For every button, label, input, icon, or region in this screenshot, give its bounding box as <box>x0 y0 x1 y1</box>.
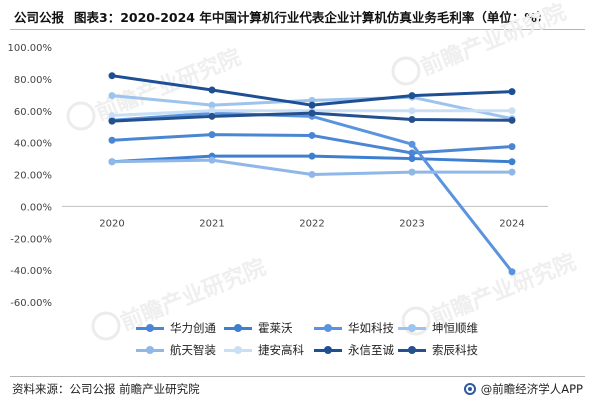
legend-item: 霍莱沃 <box>224 320 293 336</box>
legend-item: 华力创通 <box>136 320 216 336</box>
data-point <box>508 116 516 124</box>
data-point <box>208 156 216 164</box>
legend-label: 霍莱沃 <box>258 321 293 335</box>
watermark-logo-icon <box>391 56 421 86</box>
brand-logo-icon <box>463 383 476 395</box>
data-point <box>508 107 516 115</box>
brand-credit: @前瞻经济学人APP <box>463 381 583 397</box>
data-point <box>108 92 116 100</box>
data-point <box>208 86 216 94</box>
y-tick-label: -40.00% <box>10 266 52 277</box>
legend-swatch-icon <box>136 344 164 356</box>
data-point <box>308 131 316 139</box>
brand-text: @前瞻经济学人APP <box>480 382 583 396</box>
legend-swatch-icon <box>224 322 252 334</box>
data-point <box>408 140 416 148</box>
legend-item: 航天智装 <box>136 342 216 358</box>
data-point <box>208 112 216 120</box>
x-tick-label: 2023 <box>399 218 424 229</box>
legend-label: 永信至诚 <box>348 343 394 357</box>
footer-divider <box>10 376 585 377</box>
data-point <box>408 149 416 157</box>
legend-label: 华如科技 <box>348 321 394 335</box>
x-tick-label: 2020 <box>99 218 124 229</box>
data-point <box>108 136 116 144</box>
data-point <box>408 116 416 124</box>
data-point <box>108 158 116 166</box>
data-point <box>508 88 516 96</box>
title-divider <box>10 29 585 30</box>
data-point <box>308 101 316 109</box>
x-tick-label: 2022 <box>299 218 324 229</box>
legend-swatch-icon <box>224 344 252 356</box>
source-note: 资料来源：公司公报 前瞻产业研究院 <box>12 382 200 396</box>
legend-item: 坤恒顺维 <box>398 320 478 336</box>
chart-title: 公司公报 图表3：2020-2024 年中国计算机行业代表企业计算机仿真业务毛利率… <box>14 7 549 26</box>
data-point <box>208 107 216 115</box>
legend-label: 坤恒顺维 <box>432 321 478 335</box>
data-point <box>508 158 516 166</box>
legend-label: 航天智装 <box>170 343 216 357</box>
y-tick-label: -60.00% <box>10 298 52 309</box>
watermark-text: 前瞻产业研究院 <box>417 0 570 81</box>
y-tick-label: 100.00% <box>8 43 53 54</box>
legend-swatch-icon <box>398 344 426 356</box>
legend-label: 捷安高科 <box>258 343 304 357</box>
watermark-logo-icon <box>401 306 431 336</box>
watermark-logo-icon <box>66 101 96 131</box>
data-point <box>508 143 516 151</box>
data-point <box>208 131 216 139</box>
data-point <box>508 168 516 176</box>
data-point <box>408 155 416 163</box>
legend-item: 永信至诚 <box>314 342 394 358</box>
y-tick-label: 40.00% <box>14 139 52 150</box>
legend-swatch-icon <box>136 322 164 334</box>
x-tick-label: 2024 <box>499 218 524 229</box>
data-point <box>408 107 416 115</box>
title-text: 图表3：2020-2024 年中国计算机行业代表企业计算机仿真业务毛利率（单位：… <box>74 10 550 25</box>
watermark-logo-icon <box>91 311 121 341</box>
legend-swatch-icon <box>314 322 342 334</box>
data-point <box>308 171 316 178</box>
legend-item: 捷安高科 <box>224 342 304 358</box>
y-tick-label: 20.00% <box>14 171 52 182</box>
data-point <box>308 109 316 117</box>
title-prefix: 公司公报 <box>14 10 65 25</box>
legend-swatch-icon <box>314 344 342 356</box>
legend-item: 索辰科技 <box>398 342 478 358</box>
y-tick-label: 0.00% <box>20 202 52 213</box>
y-tick-label: 80.00% <box>14 75 52 86</box>
data-point <box>308 152 316 160</box>
legend-swatch-icon <box>398 322 426 334</box>
data-point <box>108 112 116 120</box>
legend-label: 索辰科技 <box>432 343 478 357</box>
data-point <box>108 72 116 80</box>
data-point <box>408 168 416 176</box>
legend-label: 华力创通 <box>170 321 216 335</box>
data-point <box>408 92 416 100</box>
x-tick-label: 2021 <box>199 218 224 229</box>
data-point <box>208 101 216 109</box>
data-point <box>108 117 116 125</box>
data-point <box>508 268 516 276</box>
y-tick-label: 60.00% <box>14 107 52 118</box>
y-tick-label: -20.00% <box>10 234 52 245</box>
legend-item: 华如科技 <box>314 320 394 336</box>
data-point <box>308 96 316 104</box>
